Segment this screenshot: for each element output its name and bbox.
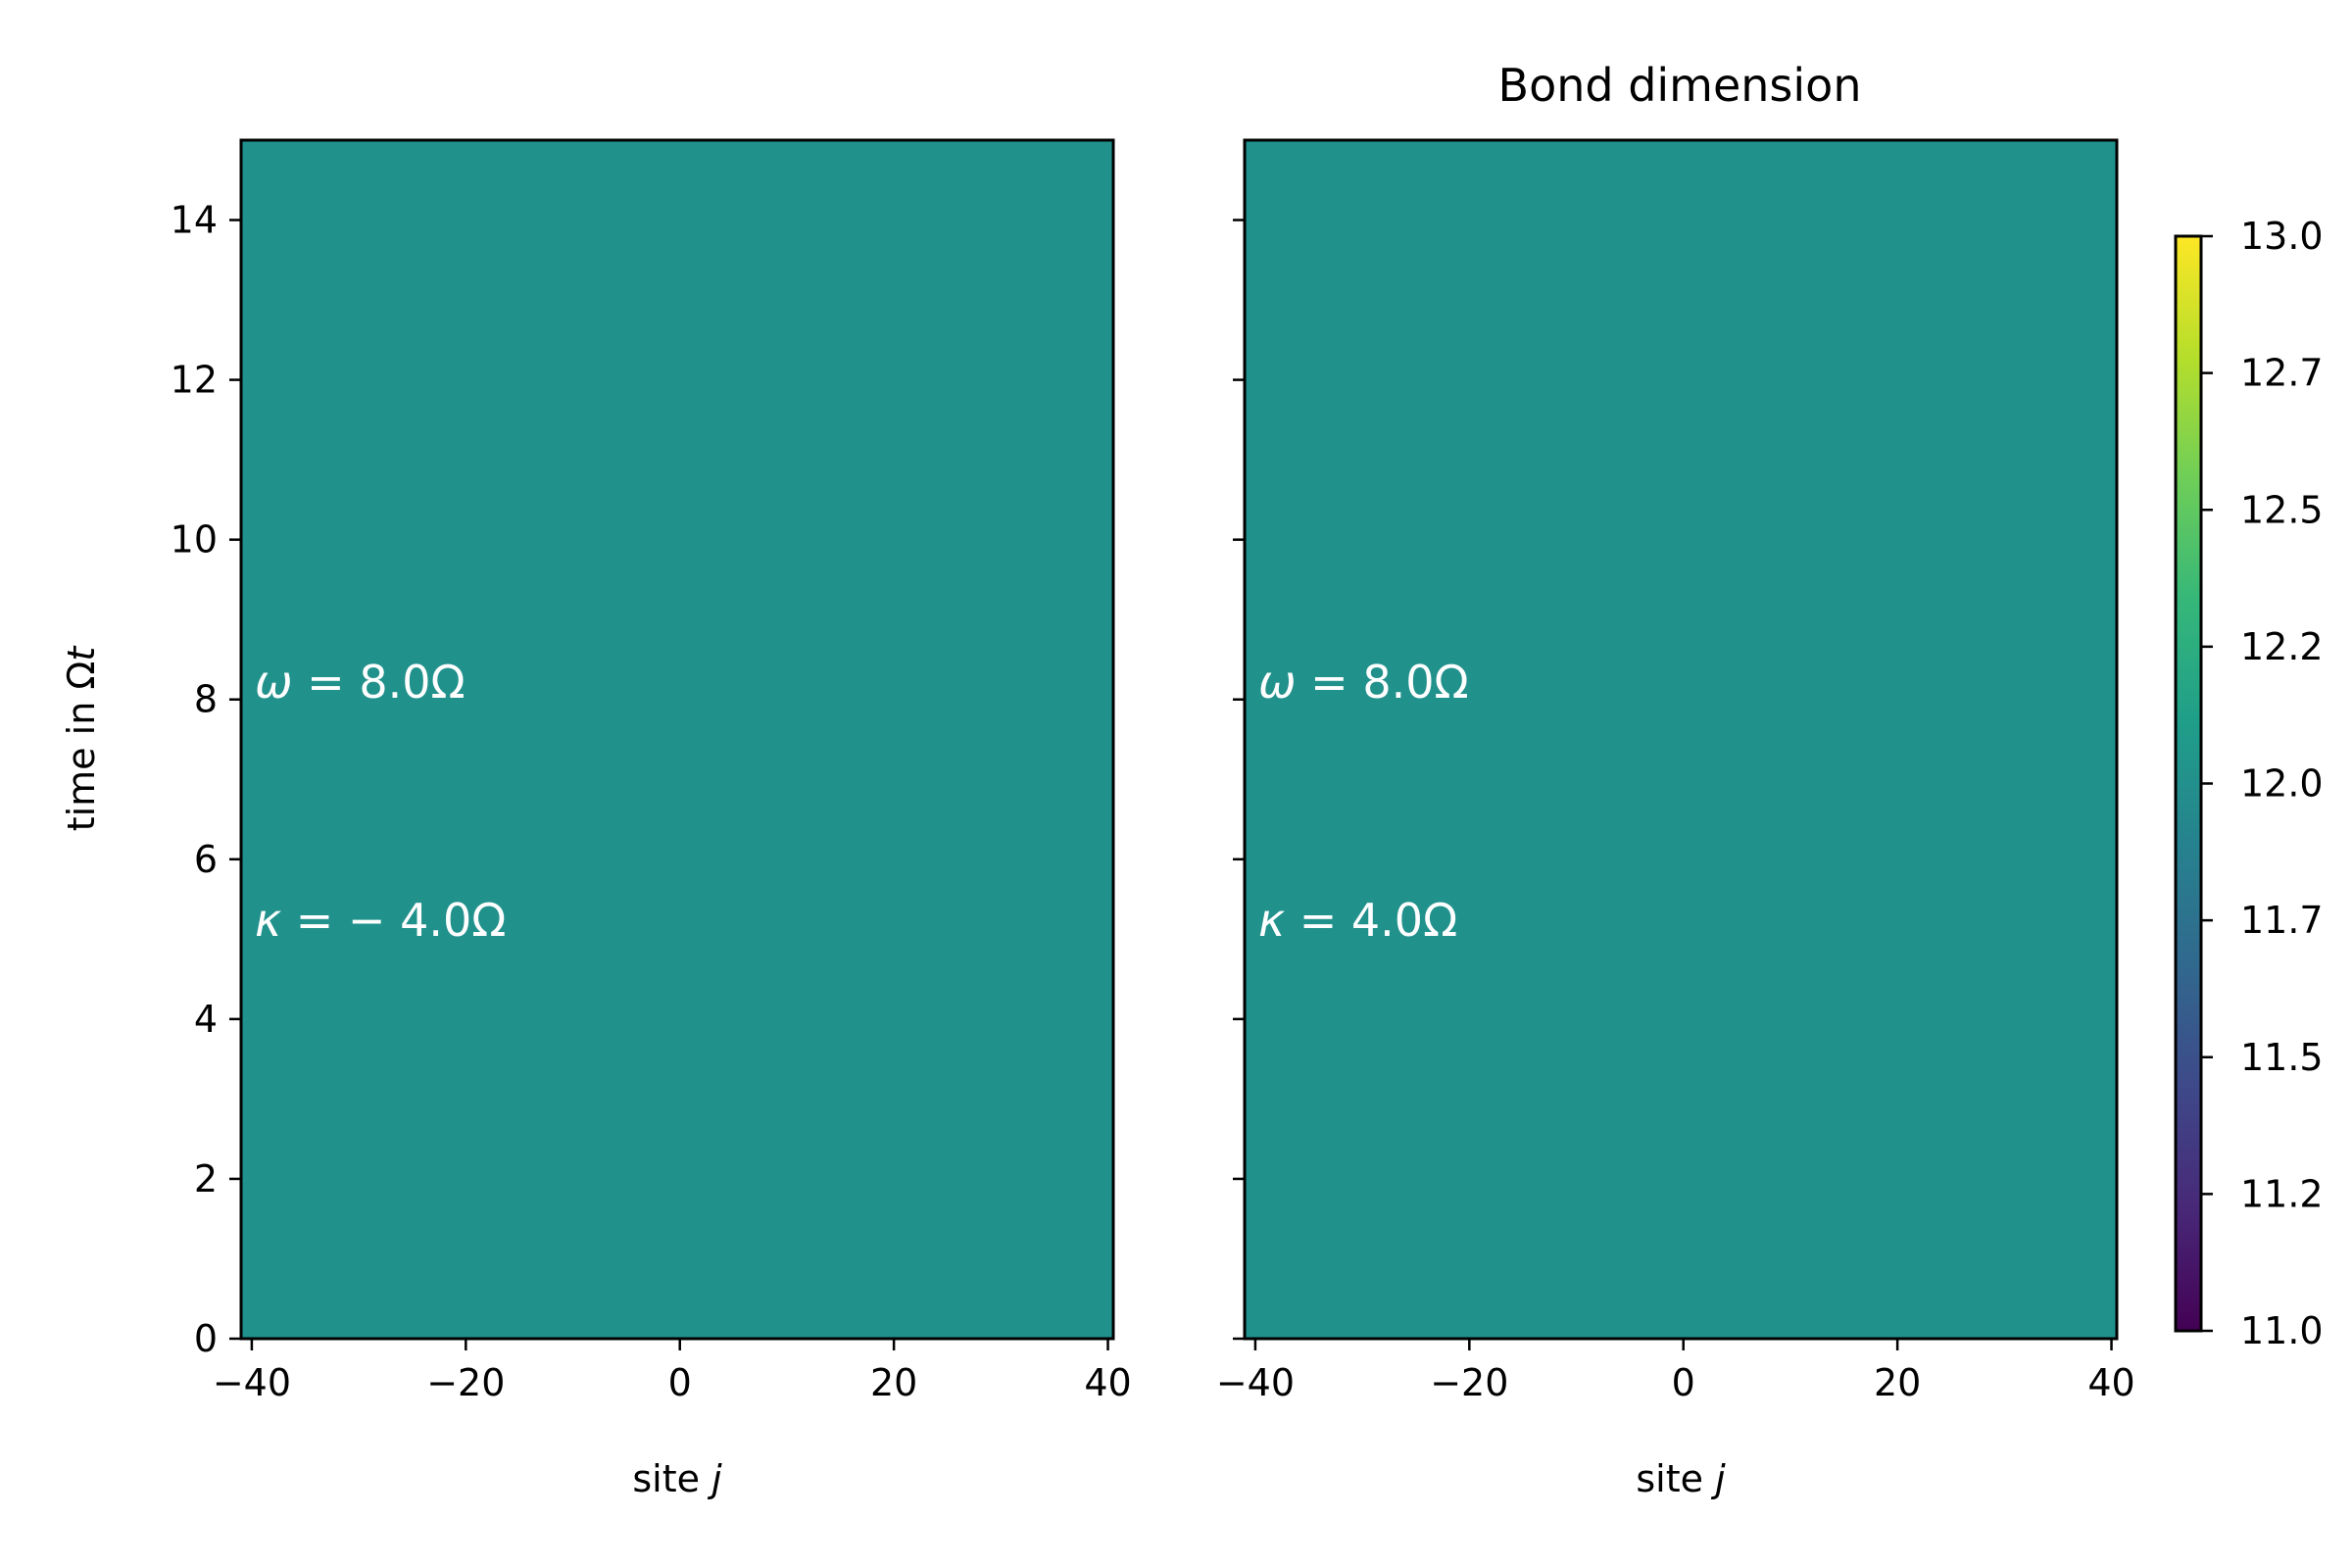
panel-left: ω = 8.0Ω κ = − 4.0Ω −40 −20 0 20 40 0 2 4 6 8 10 1… [60,138,1132,1500]
colorbar-tick-label: 11.7 [2240,899,2324,942]
panel-right: Bond dimension ω = 8.0Ω κ = 4.0Ω −40 −20 0… [1216,59,2135,1500]
x-tick-label: 20 [870,1361,917,1404]
chart-title: Bond dimension [1498,59,1862,112]
annotation-omega: ω = 8.0Ω [255,656,466,709]
heatmap-area [241,140,1113,1339]
axes-frame [1243,138,2119,1341]
annotation-omega: ω = 8.0Ω [1258,656,1469,709]
y-tick-label: 14 [171,199,218,242]
x-tick-label: −40 [1216,1361,1295,1404]
y-tick-label: 0 [194,1317,218,1360]
y-tick-label: 2 [194,1157,218,1200]
y-tick-label: 12 [171,359,218,402]
x-axis: −40 −20 0 20 40 [1216,1339,2135,1404]
x-axis-title: site j [1636,1457,1726,1500]
axes-frame [239,138,1115,1341]
colorbar: 11.0 11.2 11.5 11.7 12.0 12.2 12.5 12.7 13.0 [2174,215,2324,1352]
x-axis-title: site j [632,1457,722,1500]
colorbar-tick-label: 11.2 [2240,1172,2324,1215]
x-tick-label: −20 [1430,1361,1508,1404]
colorbar-tick-label: 11.5 [2240,1036,2324,1079]
colorbar-axis: 11.0 11.2 11.5 11.7 12.0 12.2 12.5 12.7 13.0 [2201,215,2324,1352]
x-tick-label: 0 [1672,1361,1695,1404]
colorbar-gradient [2174,234,2203,1333]
colorbar-tick-label: 12.0 [2240,762,2324,806]
y-axis-title: time in Ωt [60,645,103,832]
annotation-kappa: κ = − 4.0Ω [255,894,506,947]
y-tick-label: 8 [194,678,218,721]
y-axis [1233,219,1245,1341]
colorbar-tick-label: 13.0 [2240,215,2324,258]
annotation-kappa: κ = 4.0Ω [1258,894,1457,947]
y-axis: 0 2 4 6 8 10 12 14 [171,199,241,1360]
x-tick-label: −40 [213,1361,291,1404]
colorbar-tick-label: 11.0 [2240,1309,2324,1352]
x-tick-label: 40 [1084,1361,1131,1404]
x-axis: −40 −20 0 20 40 [213,1339,1132,1404]
x-tick-label: 40 [2087,1361,2134,1404]
heatmap-area [1245,140,2117,1339]
colorbar-tick-label: 12.5 [2240,488,2324,531]
colorbar-tick-label: 12.2 [2240,625,2324,668]
y-tick-label: 6 [194,838,218,881]
x-tick-label: 20 [1874,1361,1921,1404]
x-tick-label: −20 [426,1361,505,1404]
y-tick-label: 10 [171,518,218,562]
colorbar-tick-label: 12.7 [2240,352,2324,395]
y-tick-label: 4 [194,998,218,1041]
x-tick-label: 0 [668,1361,692,1404]
